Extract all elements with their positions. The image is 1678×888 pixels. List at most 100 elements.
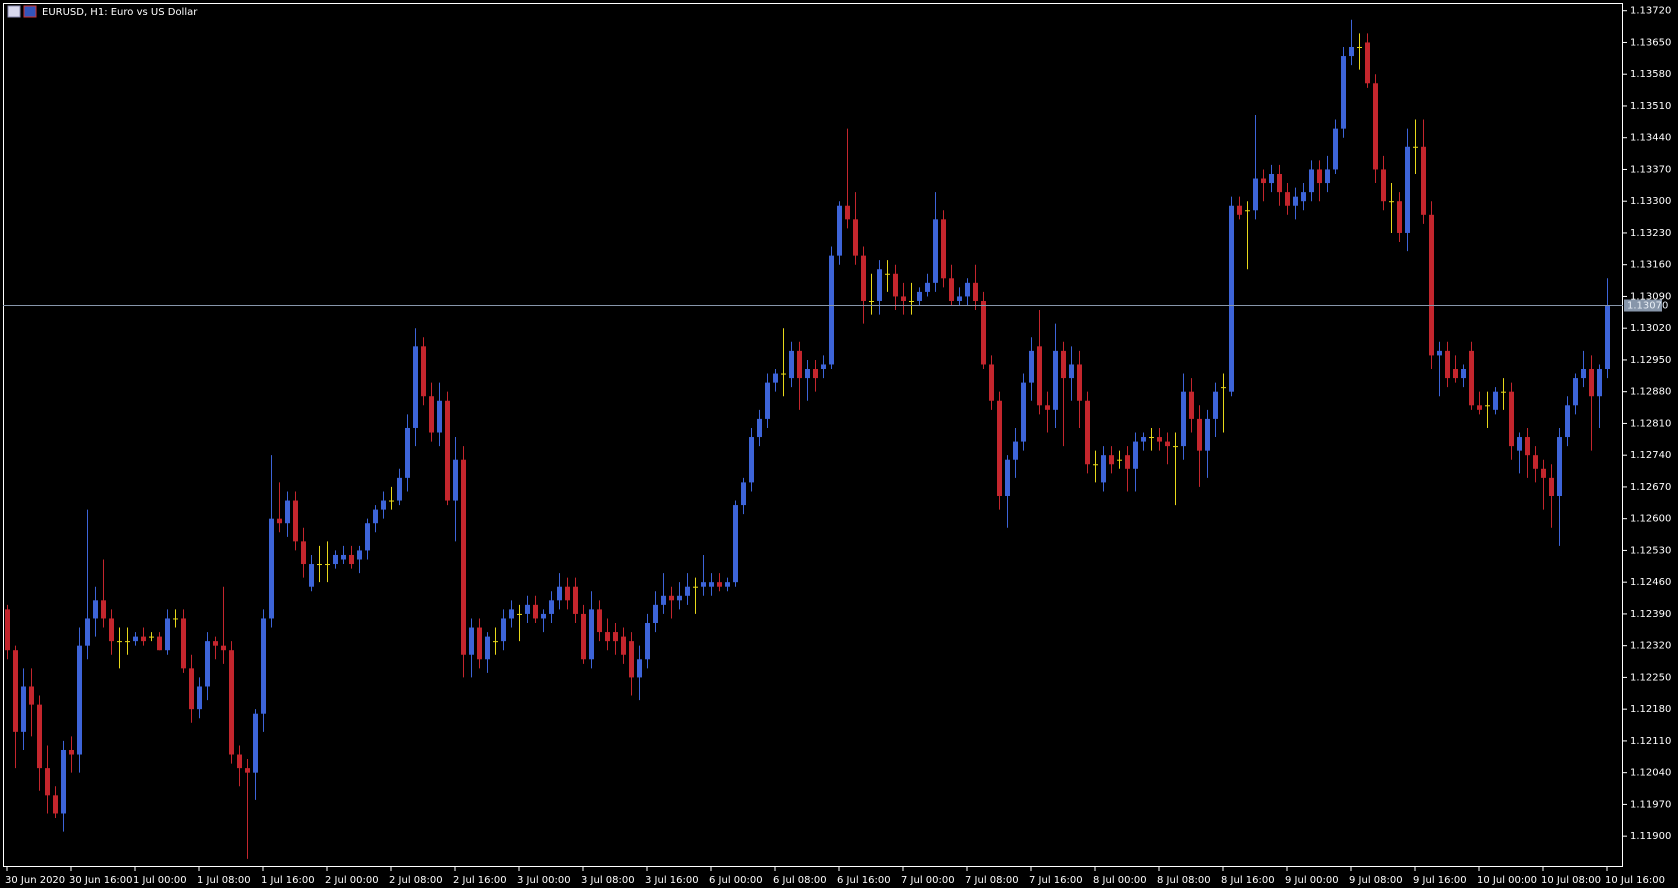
- candle-body: [205, 641, 210, 687]
- candle-body: [1357, 46, 1362, 48]
- candle-body: [1581, 369, 1586, 379]
- candle-body: [1453, 369, 1458, 379]
- candle-body: [605, 632, 610, 642]
- candle-body: [285, 500, 290, 524]
- candle-body: [1069, 364, 1074, 379]
- x-tick-label: 2 Jul 00:00: [325, 875, 379, 886]
- candle-body: [541, 613, 546, 619]
- candle-body: [781, 373, 786, 375]
- candle-body: [973, 282, 978, 301]
- candle-body: [749, 437, 754, 483]
- y-tick-label: 1.13580: [1630, 69, 1671, 80]
- candle-body: [565, 586, 570, 601]
- candle-body: [165, 618, 170, 651]
- candle-body: [1525, 437, 1530, 456]
- candle-body: [53, 795, 58, 814]
- candle-body: [1157, 437, 1162, 442]
- candle-body: [613, 632, 618, 642]
- candle-body: [741, 482, 746, 506]
- y-tick-label: 1.12880: [1630, 387, 1671, 398]
- candle-body: [1181, 391, 1186, 447]
- x-tick-label: 10 Jul 08:00: [1541, 875, 1601, 886]
- candle-body: [461, 459, 466, 655]
- candle-body: [821, 364, 826, 370]
- candle-body: [1013, 441, 1018, 460]
- candle-body: [13, 650, 18, 732]
- candle-body: [469, 627, 474, 655]
- x-tick-label: 1 Jul 16:00: [261, 875, 315, 886]
- y-tick-label: 1.12040: [1630, 768, 1671, 779]
- candle-body: [589, 609, 594, 660]
- x-tick-label: 1 Jul 00:00: [133, 875, 187, 886]
- x-tick-label: 8 Jul 16:00: [1221, 875, 1275, 886]
- candle-body: [1189, 391, 1194, 419]
- candle-body: [1213, 391, 1218, 419]
- candle-body: [917, 291, 922, 301]
- candle-body: [293, 500, 298, 542]
- candle-body: [829, 255, 834, 365]
- candle-body: [621, 636, 626, 655]
- candle-body: [1141, 437, 1146, 442]
- candle-body: [573, 586, 578, 614]
- candle-body: [1077, 364, 1082, 401]
- symbol-icons: [7, 5, 37, 18]
- candle-body: [1485, 405, 1490, 407]
- candle-body: [37, 704, 42, 769]
- x-tick-label: 9 Jul 00:00: [1285, 875, 1339, 886]
- candle-body: [725, 582, 730, 587]
- candle-body: [1381, 169, 1386, 202]
- candle-body: [309, 564, 314, 587]
- candle-body: [1565, 405, 1570, 438]
- candle-body: [1429, 214, 1434, 356]
- candle-body: [1445, 350, 1450, 379]
- candle-body: [893, 273, 898, 297]
- icon-chart: [7, 5, 21, 18]
- candle-body: [357, 550, 362, 560]
- candle-body: [773, 373, 778, 383]
- candle-body: [389, 500, 394, 502]
- x-tick-label: 8 Jul 08:00: [1157, 875, 1211, 886]
- y-tick-label: 1.12950: [1630, 355, 1671, 366]
- x-tick-label: 9 Jul 08:00: [1349, 875, 1403, 886]
- bid-tag: [1624, 299, 1662, 312]
- candle-body: [1493, 391, 1498, 410]
- icon-flag: [23, 5, 37, 18]
- candle-body: [413, 346, 418, 428]
- y-tick-label: 1.12740: [1630, 450, 1671, 461]
- candle-body: [221, 645, 226, 651]
- candle-body: [21, 686, 26, 732]
- candle-body: [1501, 391, 1506, 393]
- y-tick-label: 1.12250: [1630, 672, 1671, 683]
- candle-body: [637, 659, 642, 678]
- candle-body: [669, 595, 674, 601]
- candle-body: [1037, 346, 1042, 406]
- candle-body: [133, 636, 138, 642]
- candle-body: [525, 604, 530, 614]
- x-tick-label: 3 Jul 00:00: [517, 875, 571, 886]
- y-tick-label: 1.13160: [1630, 260, 1671, 271]
- candle-body: [1253, 178, 1258, 211]
- candle-body: [1309, 169, 1314, 193]
- y-tick-label: 1.13720: [1630, 6, 1671, 17]
- candle-body: [1469, 350, 1474, 406]
- bid-label: 1.13070: [1627, 301, 1668, 312]
- candle-body: [477, 627, 482, 660]
- candle-body: [437, 400, 442, 433]
- x-tick-label: 2 Jul 16:00: [453, 875, 507, 886]
- candle-body: [789, 350, 794, 379]
- candle-body: [1085, 400, 1090, 465]
- candle-body: [1373, 83, 1378, 170]
- candle-body: [85, 618, 90, 646]
- candle-body: [1541, 468, 1546, 478]
- candle-body: [1509, 391, 1514, 447]
- candle-body: [173, 618, 178, 620]
- candle-body: [901, 296, 906, 301]
- candle-body: [125, 641, 130, 643]
- candle-body: [661, 595, 666, 605]
- x-tick-label: 6 Jul 00:00: [709, 875, 763, 886]
- candle-body: [1205, 418, 1210, 451]
- x-tick-label: 3 Jul 16:00: [645, 875, 699, 886]
- candle-body: [1101, 455, 1106, 483]
